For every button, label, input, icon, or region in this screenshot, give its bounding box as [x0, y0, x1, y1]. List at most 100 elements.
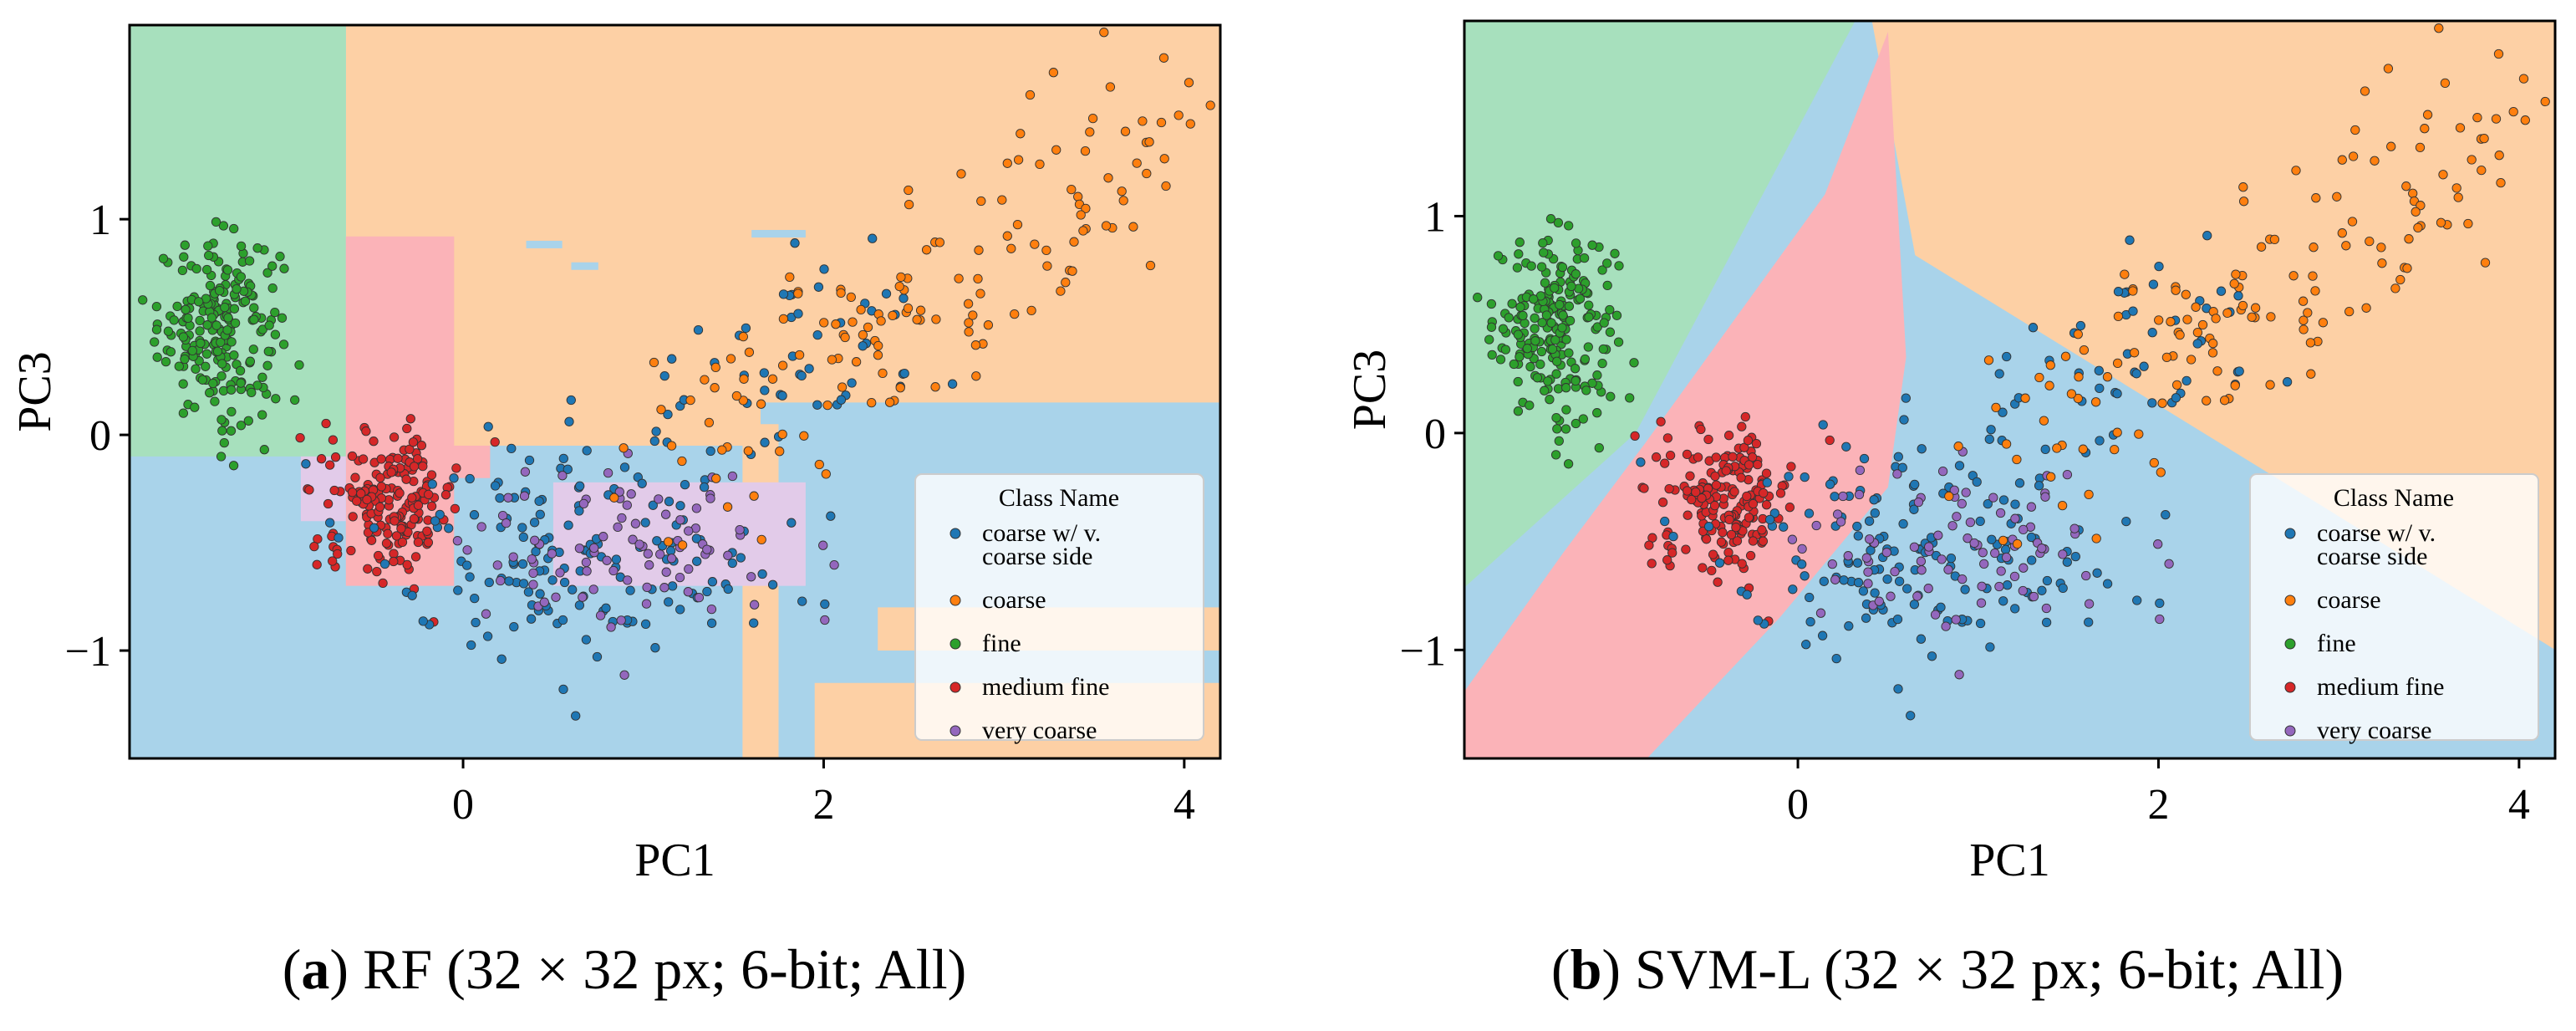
point-medfine: [391, 531, 402, 541]
point-fine: [202, 320, 212, 330]
point-fine: [1536, 262, 1547, 272]
point-fine: [1557, 262, 1568, 273]
point-coarse: [2451, 183, 2461, 193]
point-cvc: [490, 481, 501, 491]
point-fine: [1560, 424, 1571, 434]
point-vcoarse: [520, 467, 531, 477]
point-vcoarse: [2040, 492, 2050, 502]
legend-marker-coarse: [2284, 595, 2296, 606]
point-cvc: [1800, 472, 1810, 482]
point-medfine: [1693, 452, 1703, 462]
point-vcoarse: [1941, 621, 1951, 631]
point-cvc: [2234, 366, 2244, 376]
legend-marker-cvc: [2284, 528, 2296, 539]
point-vcoarse: [735, 524, 745, 535]
point-vcoarse: [2019, 524, 2029, 535]
point-vcoarse: [820, 615, 830, 625]
point-medfine: [397, 537, 408, 548]
point-vcoarse: [1996, 566, 2006, 576]
point-vcoarse: [598, 532, 608, 542]
point-coarse: [2079, 345, 2090, 355]
point-cvc: [637, 478, 647, 488]
point-coarse: [2154, 315, 2164, 325]
point-fine: [294, 360, 304, 370]
point-coarse: [2472, 112, 2482, 123]
point-vcoarse: [1865, 534, 1875, 544]
point-coarse: [1205, 100, 1215, 110]
point-coarse: [1078, 226, 1088, 236]
point-coarse: [722, 502, 733, 512]
point-medfine: [375, 472, 385, 483]
caption-a-text: RF (32 × 32 px; 6-bit; All): [349, 937, 967, 1001]
point-cvc: [640, 619, 651, 630]
point-medfine: [1736, 472, 1746, 482]
point-coarse: [2420, 124, 2430, 134]
point-vcoarse: [654, 494, 664, 504]
point-medfine: [1784, 503, 1795, 513]
point-fine: [1518, 310, 1528, 321]
point-medfine: [347, 487, 358, 498]
point-coarse: [873, 350, 883, 360]
point-coarse: [2416, 201, 2426, 211]
point-coarse: [2129, 348, 2140, 358]
point-cvc: [2070, 551, 2080, 562]
point-fine: [195, 326, 205, 336]
point-cvc: [797, 596, 807, 606]
region-fragment-1: [571, 262, 598, 270]
point-coarse: [2046, 472, 2056, 482]
point-medfine: [1723, 548, 1733, 558]
point-medfine: [1775, 488, 1786, 498]
point-cvc: [836, 395, 847, 405]
point-fine: [1546, 318, 1556, 328]
point-cvc: [1805, 592, 1815, 603]
point-coarse: [710, 383, 720, 393]
point-medfine: [1737, 559, 1747, 569]
point-coarse: [2181, 289, 2191, 299]
point-coarse: [903, 303, 914, 314]
point-fine: [1526, 261, 1536, 271]
point-coarse: [2518, 74, 2529, 84]
point-cvc: [1841, 441, 1851, 452]
point-vcoarse: [1952, 512, 1962, 522]
point-fine: [1520, 318, 1530, 329]
point-cvc: [650, 643, 660, 653]
point-fine: [1611, 310, 1622, 320]
point-coarse: [1041, 245, 1051, 256]
point-cvc: [812, 400, 822, 410]
point-fine: [1587, 240, 1597, 250]
point-coarse: [2078, 444, 2088, 454]
point-fine: [1610, 248, 1620, 258]
point-coarse: [2436, 217, 2446, 227]
point-fine: [229, 304, 240, 314]
point-coarse: [2305, 338, 2316, 348]
point-vcoarse: [1978, 548, 1988, 558]
point-fine: [211, 320, 221, 330]
point-fine: [270, 329, 281, 339]
point-coarse: [1076, 210, 1086, 220]
point-cvc: [517, 559, 528, 569]
point-cvc: [592, 651, 603, 662]
point-cvc: [663, 409, 673, 420]
point-coarse: [2291, 166, 2301, 176]
point-cvc: [787, 518, 797, 528]
point-coarse: [2494, 151, 2504, 161]
point-fine: [263, 346, 273, 356]
point-cvc: [407, 590, 417, 600]
legend-label-cvc: coarse side: [2317, 543, 2427, 570]
point-medfine: [381, 538, 392, 549]
point-cvc: [1892, 614, 1903, 625]
point-cvc: [649, 436, 659, 447]
point-vcoarse: [462, 545, 472, 555]
point-cvc: [418, 616, 428, 626]
point-cvc: [1866, 545, 1876, 555]
point-medfine: [1723, 431, 1734, 441]
point-fine: [160, 356, 171, 367]
plot-frame-a: [128, 23, 1222, 760]
legend-marker-coarse: [949, 595, 961, 606]
point-fine: [222, 325, 232, 335]
point-medfine: [1728, 452, 1738, 462]
point-vcoarse: [1969, 538, 1979, 549]
point-medfine: [325, 460, 335, 470]
point-fine: [174, 361, 184, 371]
point-coarse: [2230, 380, 2240, 390]
